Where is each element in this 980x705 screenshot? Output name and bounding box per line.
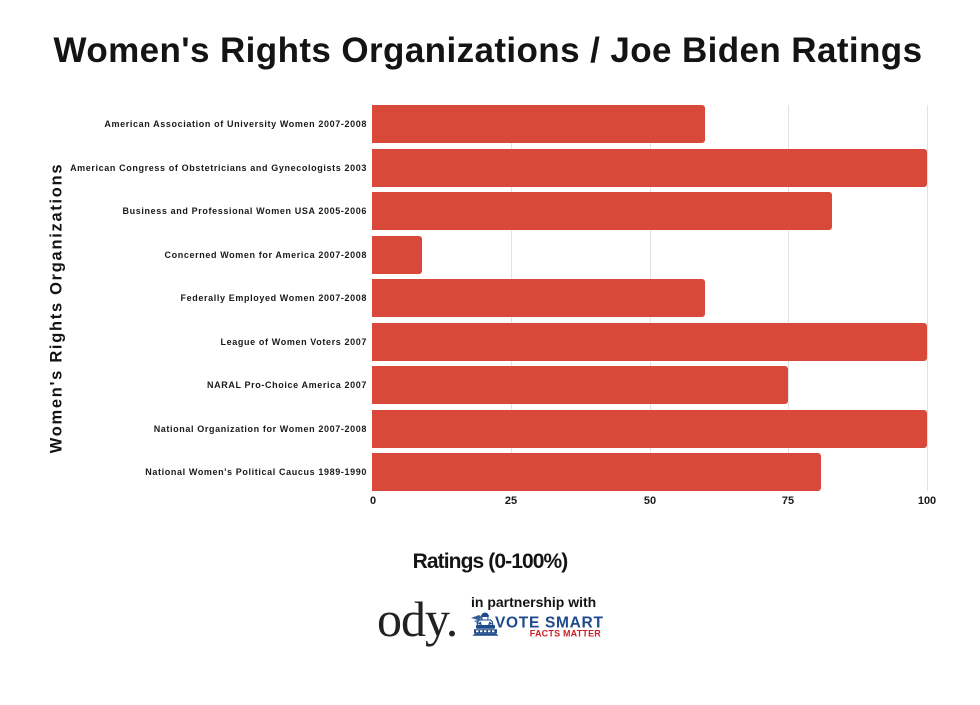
svg-text:FACTS MATTER: FACTS MATTER	[530, 629, 602, 639]
svg-text:VOTE SMART: VOTE SMART	[495, 615, 604, 632]
